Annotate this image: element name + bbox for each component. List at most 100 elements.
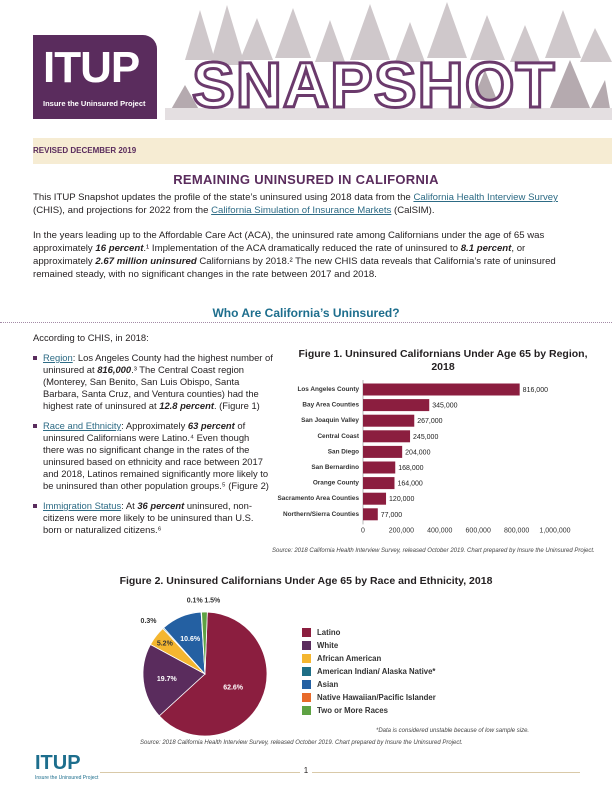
snapshot-heading: SNAPSHOT <box>191 48 557 123</box>
data-label: 164,000 <box>397 481 422 488</box>
legend-item: Asian <box>302 678 436 691</box>
logo-tagline: Insure the Uninsured Project <box>43 99 146 108</box>
pie-slice <box>142 643 206 717</box>
slice-label: 62.6% <box>223 685 244 692</box>
text: (CalSIM). <box>391 205 435 216</box>
category-label: Los Angeles County <box>297 386 359 393</box>
legend-label: African American <box>317 654 382 663</box>
figure-1-source: Source: 2018 California Health Interview… <box>272 548 595 554</box>
chis-link[interactable]: California Health Interview Survey <box>413 192 558 203</box>
figure-2-title: Figure 2. Uninsured Californians Under A… <box>119 575 493 587</box>
legend-item: Native Hawaiian/Pacific Islander <box>302 691 436 704</box>
x-tick-label: 200,000 <box>389 527 414 534</box>
legend-swatch <box>302 641 311 650</box>
category-label: San Bernardino <box>311 464 359 471</box>
bullet-immigration: Immigration Status: At 36 percent uninsu… <box>33 500 273 536</box>
logo-text: ITUP <box>43 43 140 92</box>
x-tick-label: 1,000,000 <box>539 527 570 534</box>
text: (CHIS), and projections for 2022 from th… <box>33 205 212 216</box>
data-label: 816,000 <box>523 387 548 394</box>
legend-swatch <box>302 667 311 676</box>
category-label: Bay Area Counties <box>302 402 359 409</box>
text: This ITUP Snapshot updates the profile o… <box>33 192 414 203</box>
emphasis: 16 percent <box>95 243 144 254</box>
lead-text: According to CHIS, in 2018: <box>33 332 149 343</box>
revised-bar: REVISED DECEMBER 2019 <box>33 138 612 164</box>
text: : At <box>121 500 138 511</box>
bullet-race-ethnicity: Race and Ethnicity: Approximately 63 per… <box>33 420 273 492</box>
legend-label: Asian <box>317 680 339 689</box>
race-ethnicity-link[interactable]: Race and Ethnicity <box>43 420 122 431</box>
itup-logo: ITUP Insure the Uninsured Project <box>33 35 157 119</box>
revised-date: REVISED DECEMBER 2019 <box>33 146 137 155</box>
region-link[interactable]: Region <box>43 352 73 363</box>
legend-swatch <box>302 654 311 663</box>
legend-label: Native Hawaiian/Pacific Islander <box>317 693 436 702</box>
bar <box>363 430 411 443</box>
legend-swatch <box>302 628 311 637</box>
immigration-link[interactable]: Immigration Status <box>43 500 122 511</box>
emphasis: 63 percent <box>187 420 235 431</box>
text: Californians by 2018.² The new CHIS data… <box>33 256 556 280</box>
slice-label: 19.7% <box>157 676 178 683</box>
legend-item: White <box>302 639 436 652</box>
emphasis: 2.67 million uninsured <box>95 256 197 267</box>
emphasis: 816,000 <box>97 364 132 375</box>
slice-label: 0.1% <box>187 598 204 605</box>
x-tick-label: 600,000 <box>466 527 491 534</box>
footer-tagline: Insure the Uninsured Project <box>35 775 99 781</box>
bar <box>363 461 396 474</box>
data-label: 267,000 <box>417 418 442 425</box>
x-tick-label: 0 <box>361 527 365 534</box>
bar <box>363 492 387 505</box>
text: . (Figure 1) <box>213 400 260 411</box>
calsim-link[interactable]: California Simulation of Insurance Marke… <box>211 205 392 216</box>
bar <box>363 414 415 427</box>
figure-2-note: *Data is considered unstable because of … <box>376 728 530 734</box>
pie-slice <box>201 611 208 675</box>
data-label: 204,000 <box>405 449 430 456</box>
legend-label: American Indian/ Alaska Native* <box>317 667 436 676</box>
emphasis: 8.1 percent <box>460 243 512 254</box>
text: , or approximately <box>33 243 526 267</box>
emphasis: 36 percent <box>137 500 185 511</box>
category-label: Orange County <box>313 480 360 487</box>
bar <box>363 508 378 521</box>
data-label: 120,000 <box>389 496 414 503</box>
bullet-region: Region: Los Angeles County had the highe… <box>33 352 273 412</box>
legend-item: African American <box>302 652 436 665</box>
left-column: According to CHIS, in 2018: Region: Los … <box>33 332 273 536</box>
category-label: Sacramento Area Counties <box>278 495 360 502</box>
text: of uninsured Californians were Latino.⁴ … <box>43 420 269 491</box>
emphasis: 12.8 percent <box>159 400 214 411</box>
figure-1-bar-chart: Los Angeles County 816,000 Bay Area Counti… <box>278 380 571 534</box>
legend-swatch <box>302 693 311 702</box>
section-title-text: Who Are California’s Uninsured? <box>202 306 410 320</box>
text: : Approximately <box>121 420 188 431</box>
category-label: San Joaquin Valley <box>301 417 359 424</box>
page-title: REMAINING UNINSURED IN CALIFORNIA <box>173 172 439 187</box>
text: In the years leading up to the Affordabl… <box>33 230 545 254</box>
text: .¹ Implementation of the ACA dramaticall… <box>143 243 461 254</box>
category-label: San Diego <box>328 448 359 455</box>
bar <box>363 445 403 458</box>
figure-2-source: Source: 2018 California Health Interview… <box>140 740 463 746</box>
page-number: 1 <box>300 766 312 775</box>
intro-paragraph-1: This ITUP Snapshot updates the profile o… <box>33 191 581 217</box>
header: ITUP Insure the Uninsured Project SNAPSH… <box>0 0 612 138</box>
data-label: 168,000 <box>398 465 423 472</box>
text: uninsured, non-citizens were more likely… <box>43 500 254 535</box>
footer-rule <box>100 772 580 773</box>
forest-banner-illustration <box>165 2 612 120</box>
figure-2-pie-chart: 62.6% 19.7% 5.2% 0.3% 10.6% 0.1% 1.5% <box>141 598 268 737</box>
footer-logo: ITUP <box>35 752 81 774</box>
figure-1-title: Figure 1. Uninsured Californians Under A… <box>298 348 588 373</box>
pie-slice <box>158 611 268 737</box>
text: .³ The Central Coast region (Monterey, S… <box>43 364 259 411</box>
legend-swatch <box>302 706 311 715</box>
bar <box>363 399 430 412</box>
legend-swatch <box>302 680 311 689</box>
data-label: 77,000 <box>381 512 403 519</box>
category-label: Central Coast <box>317 433 359 440</box>
x-tick-label: 400,000 <box>427 527 452 534</box>
